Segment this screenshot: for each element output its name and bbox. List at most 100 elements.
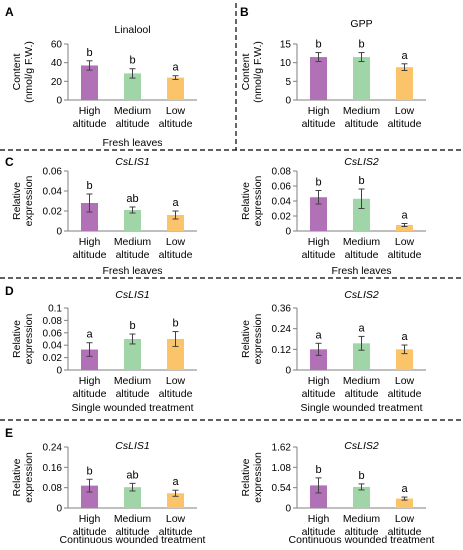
bar xyxy=(353,57,370,100)
y-tick-label: 0.12 xyxy=(272,345,292,356)
bar xyxy=(310,197,327,231)
bar xyxy=(167,215,184,231)
y-tick-label: 0 xyxy=(285,96,291,107)
category-label: altitude xyxy=(388,118,422,130)
y-axis-label: expression xyxy=(252,175,264,226)
y-tick-label: 60 xyxy=(51,40,63,51)
chart: CsLIS1 0 0.020.04 0.060.080.1 Relative expres… xyxy=(11,289,197,414)
y-tick-label: 15 xyxy=(280,40,292,51)
chart: CsLIS2 0 0.02 0.04 0.06 0.08 Relative expressio… xyxy=(240,156,426,277)
y-tick-label: 10 xyxy=(280,58,292,69)
category-label: altitude xyxy=(116,526,150,538)
y-tick-label: 0 xyxy=(285,504,291,515)
y-axis-label: Relative xyxy=(240,182,252,220)
category-label: High xyxy=(79,513,101,525)
significance-letter: b xyxy=(315,177,321,189)
category-label: High xyxy=(308,375,330,387)
y-tick-label: 0.1 xyxy=(48,304,62,315)
significance-letter: b xyxy=(86,180,92,192)
bar xyxy=(167,493,184,508)
y-tick-label: 0.08 xyxy=(272,167,292,178)
category-label: High xyxy=(308,105,330,117)
y-axis-label: expression xyxy=(252,452,264,503)
y-tick-label: 0.54 xyxy=(272,483,292,494)
category-label: High xyxy=(79,375,101,387)
category-label: altitude xyxy=(302,526,336,538)
y-tick-label: 1.62 xyxy=(272,443,292,454)
significance-letter: b xyxy=(86,47,92,59)
bar xyxy=(353,486,370,508)
y-tick-label: 0.08 xyxy=(43,316,63,327)
y-tick-label: 0.08 xyxy=(43,483,63,494)
category-label: Medium xyxy=(114,236,152,248)
y-tick-label: 0 xyxy=(56,504,62,515)
panel-letter: E xyxy=(5,426,13,440)
significance-letter: a xyxy=(401,483,408,495)
chart-title: CsLIS1 xyxy=(115,289,149,301)
bar xyxy=(310,485,327,508)
category-label: High xyxy=(308,236,330,248)
bar xyxy=(81,349,98,370)
chart-title: CsLIS2 xyxy=(344,440,379,452)
chart: CsLIS2 0 0.12 0.24 0.36 Relative expression a Hi… xyxy=(240,289,426,414)
category-label: altitude xyxy=(159,249,193,261)
significance-letter: a xyxy=(401,331,408,343)
category-label: Low xyxy=(166,375,186,387)
significance-letter: b xyxy=(358,175,364,187)
significance-letter: a xyxy=(315,329,322,341)
chart: Linalool 0 20 40 60 Content (nmol/g F.W.) b High… xyxy=(11,24,197,149)
y-tick-label: 0.24 xyxy=(272,324,292,335)
category-label: altitude xyxy=(345,526,379,538)
bar xyxy=(81,65,98,100)
significance-letter: b xyxy=(358,470,364,482)
significance-letter: a xyxy=(86,329,93,341)
category-label: Low xyxy=(395,375,415,387)
panel-letter: B xyxy=(240,5,249,19)
category-label: Low xyxy=(166,105,186,117)
y-axis-label: Relative xyxy=(11,320,23,358)
category-label: Medium xyxy=(343,513,381,525)
category-label: altitude xyxy=(73,118,107,130)
y-axis-label: (nmol/g F.W.) xyxy=(252,41,264,103)
significance-letter: b xyxy=(86,465,92,477)
category-label: Low xyxy=(395,513,415,525)
panel-letter: C xyxy=(5,155,14,169)
chart: CsLIS1 0 0.08 0.16 0.24 Relative expression b Hi… xyxy=(11,440,206,546)
significance-letter: a xyxy=(172,62,179,74)
bar xyxy=(353,343,370,370)
category-label: altitude xyxy=(159,526,193,538)
category-label: altitude xyxy=(302,388,336,400)
y-tick-label: 0.02 xyxy=(43,207,63,218)
y-axis-label: Relative xyxy=(240,320,252,358)
bar xyxy=(353,198,370,231)
category-label: Medium xyxy=(343,236,381,248)
significance-letter: b xyxy=(129,320,135,332)
category-label: Medium xyxy=(114,105,152,117)
chart-title: Linalool xyxy=(114,24,150,36)
bar xyxy=(124,339,141,370)
category-label: Low xyxy=(166,513,186,525)
category-label: altitude xyxy=(159,118,193,130)
category-label: altitude xyxy=(73,526,107,538)
category-label: altitude xyxy=(302,118,336,130)
chart-title: CsLIS2 xyxy=(344,289,379,301)
x-axis-label: Fresh leaves xyxy=(331,265,391,277)
bar xyxy=(396,349,413,370)
significance-letter: b xyxy=(315,464,321,476)
chart-title: CsLIS1 xyxy=(115,156,149,168)
bar xyxy=(396,498,413,508)
category-label: Medium xyxy=(343,105,381,117)
category-label: altitude xyxy=(388,249,422,261)
y-tick-label: 0.06 xyxy=(43,167,63,178)
bar xyxy=(124,487,141,508)
category-label: High xyxy=(79,105,101,117)
category-label: altitude xyxy=(388,526,422,538)
category-label: altitude xyxy=(345,118,379,130)
x-axis-label: Continuous wounded treatment xyxy=(60,534,206,546)
y-axis-label: Relative xyxy=(11,458,23,496)
y-tick-label: 0.02 xyxy=(272,212,292,223)
bar xyxy=(310,349,327,370)
y-tick-label: 0.02 xyxy=(43,353,63,364)
